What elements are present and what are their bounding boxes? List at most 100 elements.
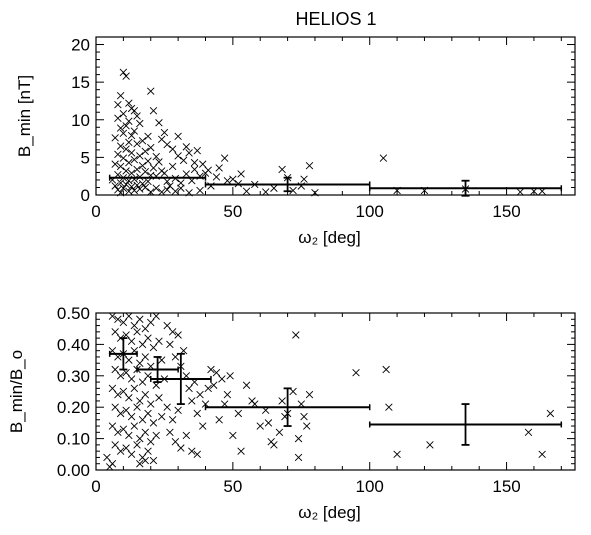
data-point (177, 444, 185, 452)
data-point (133, 403, 141, 411)
data-point (141, 353, 149, 361)
data-point (152, 312, 160, 320)
x-tick-label: 100 (356, 202, 384, 221)
data-point (292, 331, 300, 339)
data-point (136, 119, 144, 128)
data-point (119, 387, 128, 396)
data-point (125, 187, 133, 195)
data-point (122, 167, 130, 175)
data-point (127, 149, 136, 157)
data-point (155, 158, 163, 166)
data-point (141, 324, 149, 333)
data-point (149, 456, 158, 465)
data-point (116, 189, 125, 197)
data-point (190, 158, 199, 167)
data-point (193, 450, 201, 459)
data-point (300, 175, 308, 183)
data-point (234, 409, 243, 418)
x-tick-label: 0 (91, 202, 100, 221)
data-point (516, 188, 524, 196)
data-point (122, 122, 130, 130)
data-point (248, 397, 256, 405)
data-point (305, 390, 314, 399)
data-point (130, 127, 139, 135)
data-point (114, 114, 122, 122)
data-point (127, 375, 136, 383)
data-point (168, 145, 177, 153)
figure-title: HELIOS 1 (295, 9, 376, 29)
data-point (138, 161, 147, 170)
data-point (393, 450, 401, 459)
panel-bottom: 0 50 100 150 0.00 0.10 0.20 0.30 0.40 0.50 ω₂ [deg… (7, 304, 576, 522)
data-point (152, 184, 160, 192)
data-point (147, 87, 155, 95)
data-point (256, 422, 264, 430)
data-point (215, 164, 223, 172)
data-point (207, 365, 215, 374)
data-point (136, 397, 144, 405)
data-point (147, 188, 155, 196)
data-point (130, 155, 139, 164)
y-tick-label: 0.40 (57, 335, 90, 354)
data-point (141, 428, 149, 437)
data-point (155, 394, 163, 402)
data-point (226, 372, 234, 380)
y-tick-label: 0.30 (57, 367, 90, 386)
data-point (138, 340, 147, 349)
data-point (116, 179, 125, 187)
data-point (127, 131, 136, 140)
data-point (111, 160, 119, 168)
data-point (119, 68, 128, 77)
data-point (116, 409, 125, 418)
data-point (133, 140, 141, 148)
data-point (524, 428, 533, 437)
data-point (223, 390, 232, 399)
data-point (157, 188, 166, 196)
data-point (114, 100, 122, 109)
data-point (149, 164, 158, 172)
data-point (152, 152, 160, 161)
data-point (174, 152, 182, 160)
data-point (138, 416, 147, 424)
data-point (294, 434, 303, 443)
data-point (122, 444, 130, 452)
data-point (125, 312, 133, 320)
data-point (160, 169, 169, 177)
y-tick-label: 20 (71, 36, 90, 55)
data-point (125, 431, 133, 440)
data-point (237, 447, 245, 455)
panel-top: 0 50 100 150 0 5 10 15 20 ω₂ [deg] B_min [nT] (15, 36, 576, 247)
data-point (199, 160, 207, 168)
data-point (122, 406, 130, 415)
data-point (133, 441, 141, 449)
data-point (130, 422, 139, 430)
data-point (130, 321, 139, 330)
data-point (212, 173, 221, 181)
x-tick-label: 100 (356, 477, 384, 496)
data-point (144, 132, 152, 141)
data-point (144, 157, 152, 165)
data-point (218, 375, 226, 383)
data-point (163, 321, 171, 330)
data-point (125, 158, 133, 167)
data-point (546, 409, 555, 418)
data-point (188, 447, 196, 455)
data-point (133, 181, 141, 189)
data-point (196, 186, 204, 195)
data-point (385, 403, 393, 411)
data-point (125, 117, 133, 125)
data-point (114, 390, 122, 399)
data-point (163, 403, 171, 411)
data-point (352, 368, 360, 377)
data-point (303, 422, 311, 430)
data-point (155, 337, 163, 345)
data-point (138, 179, 147, 188)
data-point (212, 368, 221, 377)
data-point (199, 422, 207, 430)
data-point (136, 460, 144, 468)
data-point (130, 107, 139, 115)
data-point (144, 334, 152, 342)
data-point (270, 184, 278, 192)
data-point (116, 142, 125, 150)
data-point (125, 394, 133, 402)
